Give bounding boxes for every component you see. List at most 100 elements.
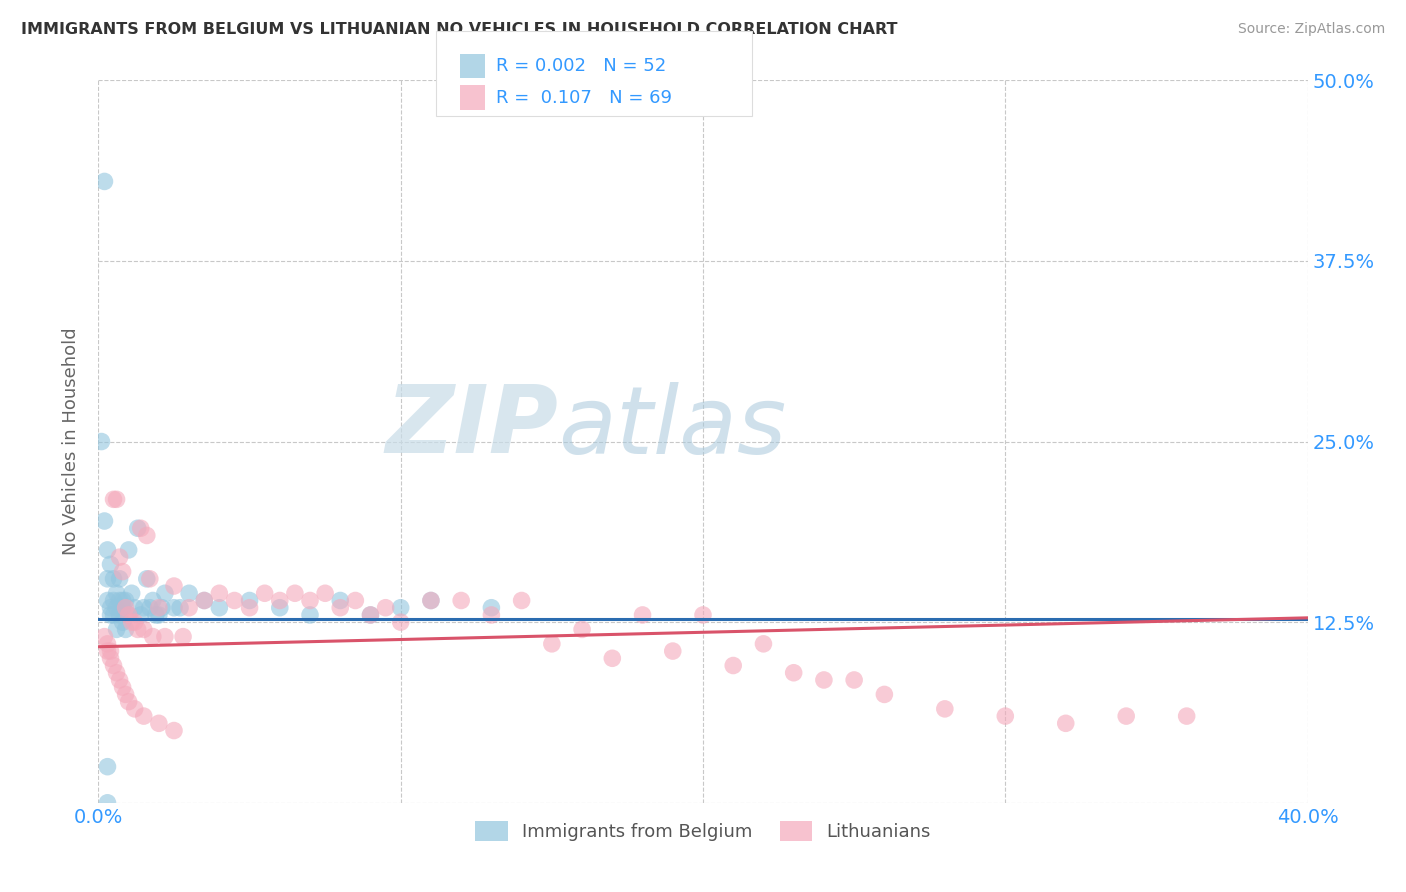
Point <box>481 607 503 622</box>
Point <box>96 644 118 658</box>
Point <box>253 586 276 600</box>
Point <box>132 600 155 615</box>
Point <box>873 687 896 701</box>
Point <box>108 550 131 565</box>
Point <box>934 702 956 716</box>
Text: R =  0.107   N = 69: R = 0.107 N = 69 <box>496 89 672 107</box>
Point <box>114 600 136 615</box>
Point <box>118 607 141 622</box>
Point <box>193 593 215 607</box>
Point <box>135 528 157 542</box>
Point <box>142 630 165 644</box>
Point <box>1054 716 1077 731</box>
Point <box>139 572 162 586</box>
Point <box>124 702 146 716</box>
Point <box>96 637 118 651</box>
Point <box>105 600 128 615</box>
Point <box>269 593 291 607</box>
Point <box>389 615 412 630</box>
Point <box>420 593 443 607</box>
Point <box>96 572 118 586</box>
Point <box>135 572 157 586</box>
Point <box>96 593 118 607</box>
Point <box>103 492 125 507</box>
Point <box>100 607 122 622</box>
Point <box>450 593 472 607</box>
Point <box>208 600 231 615</box>
Point <box>111 600 134 615</box>
Point <box>124 600 146 615</box>
Point <box>224 593 246 607</box>
Point <box>299 607 322 622</box>
Point <box>163 600 186 615</box>
Point <box>105 623 128 637</box>
Point <box>96 796 118 810</box>
Point <box>118 542 141 557</box>
Point <box>103 658 125 673</box>
Point <box>114 687 136 701</box>
Point <box>124 615 146 630</box>
Point <box>103 593 125 607</box>
Point <box>179 600 201 615</box>
Point <box>148 716 170 731</box>
Point <box>93 514 115 528</box>
Text: Source: ZipAtlas.com: Source: ZipAtlas.com <box>1237 22 1385 37</box>
Point <box>105 665 128 680</box>
Point <box>723 658 745 673</box>
Point <box>299 593 322 607</box>
Text: IMMIGRANTS FROM BELGIUM VS LITHUANIAN NO VEHICLES IN HOUSEHOLD CORRELATION CHART: IMMIGRANTS FROM BELGIUM VS LITHUANIAN NO… <box>21 22 897 37</box>
Point <box>148 607 170 622</box>
Point <box>374 600 396 615</box>
Point <box>103 607 125 622</box>
Point <box>169 600 191 615</box>
Y-axis label: No Vehicles in Household: No Vehicles in Household <box>62 327 80 556</box>
Text: R = 0.002   N = 52: R = 0.002 N = 52 <box>496 57 666 75</box>
Point <box>90 434 112 449</box>
Point <box>145 607 167 622</box>
Point <box>813 673 835 687</box>
Point <box>139 600 162 615</box>
Point <box>661 644 683 658</box>
Point <box>118 607 141 622</box>
Point <box>111 565 134 579</box>
Point <box>420 593 443 607</box>
Point <box>148 600 170 615</box>
Point <box>132 623 155 637</box>
Point <box>631 607 654 622</box>
Point <box>329 593 352 607</box>
Point <box>100 558 122 572</box>
Point <box>96 760 118 774</box>
Point <box>96 542 118 557</box>
Point <box>193 593 215 607</box>
Point <box>360 607 382 622</box>
Point <box>108 593 131 607</box>
Point <box>179 586 201 600</box>
Point <box>142 593 165 607</box>
Point <box>121 615 143 630</box>
Point <box>93 630 115 644</box>
Point <box>121 586 143 600</box>
Point <box>103 572 125 586</box>
Point <box>571 623 593 637</box>
Point <box>150 600 173 615</box>
Point <box>510 593 533 607</box>
Point <box>153 630 176 644</box>
Text: atlas: atlas <box>558 382 786 473</box>
Point <box>108 673 131 687</box>
Point <box>389 600 412 615</box>
Point <box>111 593 134 607</box>
Point <box>163 723 186 738</box>
Point <box>344 593 367 607</box>
Point <box>602 651 624 665</box>
Point <box>118 695 141 709</box>
Point <box>132 709 155 723</box>
Point <box>111 615 134 630</box>
Point <box>239 593 262 607</box>
Point <box>129 607 152 622</box>
Point <box>129 521 152 535</box>
Point <box>172 630 194 644</box>
Legend: Immigrants from Belgium, Lithuanians: Immigrants from Belgium, Lithuanians <box>468 814 938 848</box>
Point <box>114 593 136 607</box>
Point <box>93 174 115 188</box>
Point <box>100 600 122 615</box>
